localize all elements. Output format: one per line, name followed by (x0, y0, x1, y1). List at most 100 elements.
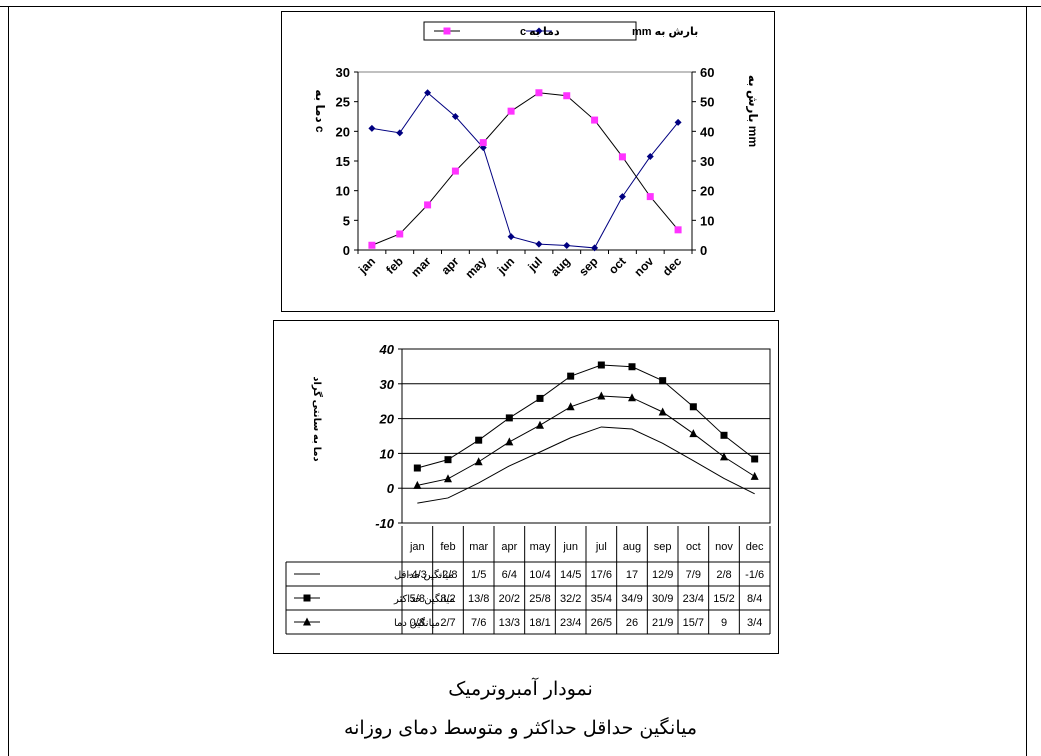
table-header-category: mar (469, 541, 488, 553)
series-point-1 (475, 436, 483, 444)
table-legend-marker-1 (303, 594, 311, 602)
right-axis-tick-label: 30 (700, 154, 714, 169)
table-cell-value: 18/1 (529, 617, 550, 629)
left-axis-tick-label: 5 (343, 213, 350, 228)
table-cell-value: 17 (626, 569, 638, 581)
table-cell-value: -2/8 (439, 569, 458, 581)
precipitation-point (424, 89, 432, 97)
table-cell-value: 8/4 (747, 593, 762, 605)
table-series-name-1: میانگین حداکثر (393, 593, 455, 605)
y-axis-tick-label: 40 (379, 342, 395, 357)
series-point-2 (628, 393, 636, 402)
table-cell-value: 6/4 (502, 569, 517, 581)
table-cell-value: 2/8 (716, 569, 731, 581)
precipitation-point (396, 129, 404, 137)
table-header-category: feb (440, 541, 455, 553)
precipitation-point (646, 153, 654, 161)
table-cell-value: 2/7 (440, 617, 455, 629)
table-cell-value: 26 (626, 617, 638, 629)
table-cell-value: -4/3 (408, 569, 427, 581)
legend-precipitation-label: بارش به mm (632, 26, 698, 38)
table-legend-marker-2 (303, 617, 311, 626)
x-axis-category-label: feb (383, 254, 406, 277)
series-point-1 (597, 361, 605, 369)
temperature-point (479, 139, 487, 147)
x-axis-category-label: apr (438, 254, 461, 277)
x-axis-category-label: may (462, 254, 489, 281)
left-axis-tick-label: 15 (336, 154, 350, 169)
table-cell-value: 12/9 (652, 569, 673, 581)
left-axis-tick-label: 25 (336, 95, 350, 110)
table-cell-value: 0/8 (410, 617, 425, 629)
left-axis-tick-label: 10 (336, 184, 350, 199)
plot-area-border (401, 348, 771, 524)
y-axis-tick-label: 0 (387, 481, 395, 496)
temperature-point (368, 241, 376, 249)
x-axis-category-label: jan (355, 254, 378, 277)
caption-subtitle: میانگین حداقل حداکثر و متوسط دمای روزانه (343, 717, 698, 739)
right-axis-tick-label: 60 (700, 65, 714, 80)
precipitation-point (507, 233, 515, 241)
temperature-chart: -10 0 10 20 30 40 دما به سانتی گراد jan feb mar ap… (273, 320, 779, 654)
precipitation-point (368, 124, 376, 132)
series-point-1 (444, 456, 452, 464)
table-cell-value: 26/5 (591, 617, 612, 629)
right-axis-tick-label: 10 (700, 213, 714, 228)
table-cell-value: 21/9 (652, 617, 673, 629)
series-line-0 (417, 426, 755, 504)
caption-title: نمودار آمبروترمیک (448, 678, 593, 700)
table-series-name-2: میانگین دما (394, 617, 440, 629)
series-point-1 (413, 464, 421, 472)
table-cell-value: 8/2 (440, 593, 455, 605)
temperature-point (424, 201, 432, 209)
temperature-point (396, 230, 404, 238)
precipitation-point (618, 193, 626, 201)
frame-left-line (8, 6, 9, 756)
x-axis-category-label: dec (660, 254, 685, 279)
table-cell-value: 25/8 (529, 593, 550, 605)
y-axis-tick-label: 30 (380, 377, 395, 392)
table-header-category: jan (409, 541, 425, 553)
table-cell-value: 34/9 (621, 593, 642, 605)
table-header-category: aug (623, 541, 641, 553)
table-cell-value: 30/9 (652, 593, 673, 605)
table-header-category: oct (686, 541, 701, 553)
table-cell-value: 13/3 (499, 617, 520, 629)
temperature-point (535, 89, 543, 97)
y-axis-tick-label: -10 (375, 516, 395, 531)
ombrothermic-chart-svg: 0 5 10 15 20 25 30 0 10 20 30 40 50 60 jan feb mar apr may… (313, 21, 760, 281)
series-point-2 (413, 480, 422, 489)
left-axis-tick-label: 20 (336, 124, 350, 139)
table-header-category: may (530, 541, 551, 553)
table-cell-value: 20/2 (499, 593, 520, 605)
series-point-2 (658, 407, 667, 416)
temperature-point (674, 226, 682, 234)
table-header-category: jun (562, 541, 578, 553)
table-cell-value: 32/2 (560, 593, 581, 605)
table-cell-value: 23/4 (683, 593, 704, 605)
series-point-2 (689, 429, 698, 438)
table-cell-value: -1/6 (745, 569, 764, 581)
frame-top-line (0, 6, 1041, 7)
table-header-category: dec (746, 541, 764, 553)
right-axis-tick-label: 20 (700, 184, 714, 199)
table-header-category: jul (595, 541, 607, 553)
temperature-chart-svg: -10 0 10 20 30 40 دما به سانتی گراد jan feb mar ap… (285, 342, 771, 635)
temperature-point (618, 153, 626, 161)
precipitation-point (563, 242, 571, 250)
table-cell-value: 35/4 (591, 593, 612, 605)
series-line-1 (417, 364, 755, 469)
table-header-category: sep (654, 541, 672, 553)
right-axis-tick-label: 50 (700, 95, 714, 110)
series-point-1 (751, 455, 759, 463)
right-axis-tick-label: 40 (700, 124, 714, 139)
x-axis-category-label: aug (548, 254, 573, 279)
series-point-2 (474, 457, 483, 466)
frame-right-line (1026, 6, 1027, 756)
series-point-2 (536, 420, 544, 429)
y-axis-title: دما به سانتی گراد (311, 376, 324, 461)
y-axis-tick-label: 10 (380, 446, 395, 461)
table-cell-value: 10/4 (529, 569, 550, 581)
x-axis-category-label: jul (525, 254, 546, 275)
